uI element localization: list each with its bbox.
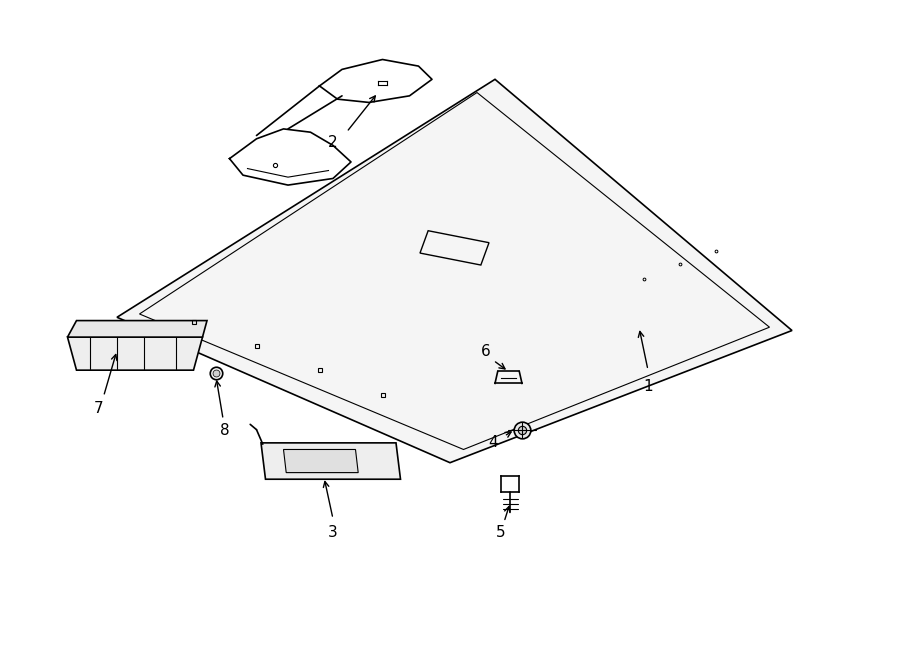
Text: 7: 7 <box>94 401 104 416</box>
Text: 5: 5 <box>496 525 505 539</box>
Text: 8: 8 <box>220 424 230 438</box>
Polygon shape <box>68 321 207 337</box>
Text: 3: 3 <box>328 525 338 539</box>
Text: 6: 6 <box>482 344 490 359</box>
Polygon shape <box>261 443 400 479</box>
Polygon shape <box>284 449 358 473</box>
Text: 2: 2 <box>328 135 338 149</box>
Text: 1: 1 <box>644 379 652 394</box>
Polygon shape <box>117 79 792 463</box>
Text: 4: 4 <box>489 436 498 450</box>
Polygon shape <box>68 337 203 370</box>
